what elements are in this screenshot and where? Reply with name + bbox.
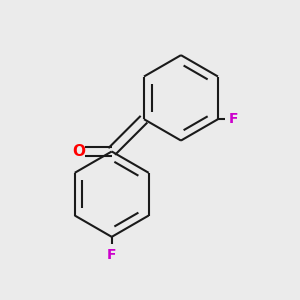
Text: F: F <box>229 112 239 126</box>
Text: F: F <box>107 248 116 262</box>
Text: O: O <box>72 144 85 159</box>
